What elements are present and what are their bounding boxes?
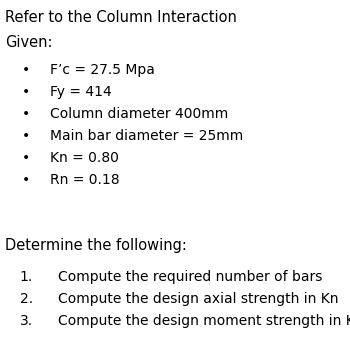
Text: Determine the following:: Determine the following: (5, 238, 187, 253)
Text: 1.: 1. (20, 270, 33, 284)
Text: •: • (22, 107, 30, 121)
Text: Column diameter 400mm: Column diameter 400mm (50, 107, 228, 121)
Text: Refer to the Column Interaction: Refer to the Column Interaction (5, 10, 237, 25)
Text: •: • (22, 173, 30, 187)
Text: F’c = 27.5 Mpa: F’c = 27.5 Mpa (50, 63, 155, 77)
Text: •: • (22, 63, 30, 77)
Text: •: • (22, 85, 30, 99)
Text: Fy = 414: Fy = 414 (50, 85, 112, 99)
Text: 2.: 2. (20, 292, 33, 306)
Text: Given:: Given: (5, 35, 52, 50)
Text: Compute the required number of bars: Compute the required number of bars (58, 270, 322, 284)
Text: Compute the design moment strength in Kn/m: Compute the design moment strength in Kn… (58, 314, 350, 328)
Text: •: • (22, 129, 30, 143)
Text: Main bar diameter = 25mm: Main bar diameter = 25mm (50, 129, 243, 143)
Text: Rn = 0.18: Rn = 0.18 (50, 173, 120, 187)
Text: •: • (22, 151, 30, 165)
Text: Kn = 0.80: Kn = 0.80 (50, 151, 119, 165)
Text: 3.: 3. (20, 314, 33, 328)
Text: Compute the design axial strength in Kn: Compute the design axial strength in Kn (58, 292, 338, 306)
